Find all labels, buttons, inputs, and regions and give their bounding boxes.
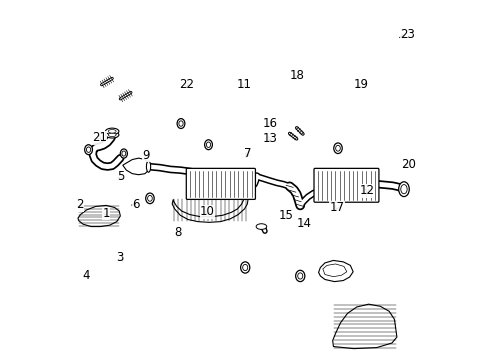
Text: 6: 6 [132,198,139,211]
Ellipse shape [147,195,152,201]
Polygon shape [172,198,247,222]
Ellipse shape [398,182,408,197]
Ellipse shape [295,270,304,282]
Ellipse shape [146,161,150,172]
Ellipse shape [122,151,125,156]
Text: 22: 22 [179,77,193,90]
Ellipse shape [204,140,212,150]
Ellipse shape [333,143,342,154]
Ellipse shape [145,193,154,204]
Text: 23: 23 [399,28,414,41]
Text: 7: 7 [244,147,251,160]
Ellipse shape [242,264,247,271]
Text: 10: 10 [200,205,214,218]
Text: 20: 20 [400,158,415,171]
Ellipse shape [105,128,119,135]
Polygon shape [322,264,346,277]
Ellipse shape [108,130,116,133]
Text: 14: 14 [296,217,311,230]
Polygon shape [318,260,352,282]
Ellipse shape [179,121,183,126]
Ellipse shape [177,118,184,129]
Polygon shape [122,158,148,175]
Ellipse shape [206,142,210,148]
Text: 8: 8 [173,226,181,239]
Text: 5: 5 [117,170,124,183]
Ellipse shape [120,149,127,158]
Ellipse shape [335,145,340,151]
Text: 4: 4 [82,269,90,282]
Text: 2: 2 [76,198,83,211]
Text: 15: 15 [278,209,293,222]
Text: 3: 3 [117,251,124,264]
FancyBboxPatch shape [313,168,378,202]
FancyBboxPatch shape [186,168,255,199]
Text: 16: 16 [262,117,277,130]
Polygon shape [332,304,396,348]
Text: 9: 9 [142,149,150,162]
Text: 11: 11 [236,78,251,91]
Ellipse shape [400,185,407,194]
Polygon shape [78,206,120,226]
Text: 19: 19 [353,77,368,90]
Text: 18: 18 [289,69,304,82]
Text: 13: 13 [262,132,277,145]
Text: 21: 21 [91,131,106,144]
Ellipse shape [256,224,266,229]
Ellipse shape [108,133,116,136]
Ellipse shape [84,145,92,154]
Text: 1: 1 [102,207,110,220]
Text: 17: 17 [329,201,344,214]
Ellipse shape [105,132,119,138]
Ellipse shape [297,273,302,279]
Text: 12: 12 [359,184,374,197]
Ellipse shape [86,147,90,152]
Ellipse shape [240,262,249,273]
